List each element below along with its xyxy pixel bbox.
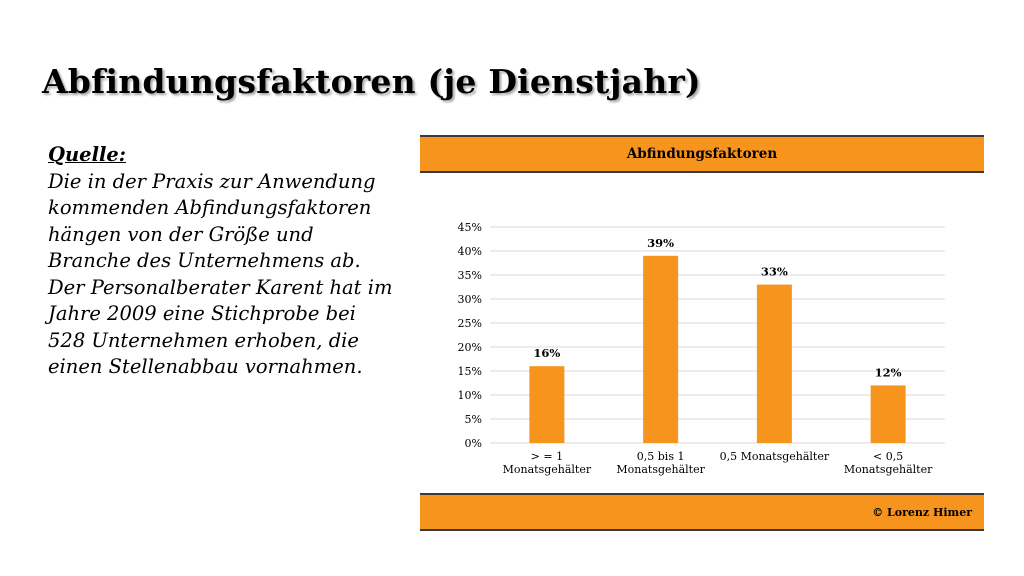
x-tick-label: < 0,5 <box>873 450 903 463</box>
y-tick-label: 35% <box>458 269 482 282</box>
y-tick-label: 25% <box>458 317 482 330</box>
data-label: 33% <box>761 265 788 279</box>
chart-title: Abfindungsfaktoren <box>626 146 778 162</box>
bar <box>529 366 565 443</box>
y-tick-label: 40% <box>458 245 482 258</box>
source-text: Die in der Praxis zur Anwendung kommende… <box>48 169 393 379</box>
y-tick-label: 5% <box>465 413 482 426</box>
y-tick-label: 45% <box>458 221 482 234</box>
data-label: 39% <box>647 236 674 250</box>
chart-footer-bar: © Lorenz Himer <box>420 493 984 531</box>
copyright-label: © Lorenz Himer <box>872 505 972 519</box>
y-tick-label: 20% <box>458 341 482 354</box>
source-block: Quelle: Die in der Praxis zur Anwendung … <box>48 142 393 381</box>
chart-title-bar: Abfindungsfaktoren <box>420 135 984 173</box>
data-label: 16% <box>533 346 560 360</box>
chart-container: Abfindungsfaktoren 0% 5% 10% 15% 20% 25% 30% 35… <box>420 135 984 533</box>
bar-chart: 0%5%10%15%20%25%30%35%40%45%16%> = 1Mona… <box>458 221 945 476</box>
x-tick-label: 0,5 bis 1 <box>637 450 685 463</box>
slide-title: Abfindungsfaktoren (je Dienstjahr) <box>42 62 701 101</box>
x-tick-label: Monatsgehälter <box>503 463 592 476</box>
x-tick-label: Monatsgehälter <box>844 463 933 476</box>
y-tick-label: 0% <box>465 437 482 450</box>
source-heading: Quelle: <box>48 143 126 166</box>
y-tick-label: 15% <box>458 365 482 378</box>
x-tick-label: > = 1 <box>531 450 563 463</box>
y-tick-label: 10% <box>458 389 482 402</box>
bar <box>870 385 906 443</box>
x-tick-label: Monatsgehälter <box>616 463 705 476</box>
bar <box>643 255 679 443</box>
x-tick-label: 0,5 Monatsgehälter <box>720 450 830 463</box>
y-tick-label: 30% <box>458 293 482 306</box>
data-label: 12% <box>875 365 902 379</box>
bar <box>756 284 792 443</box>
